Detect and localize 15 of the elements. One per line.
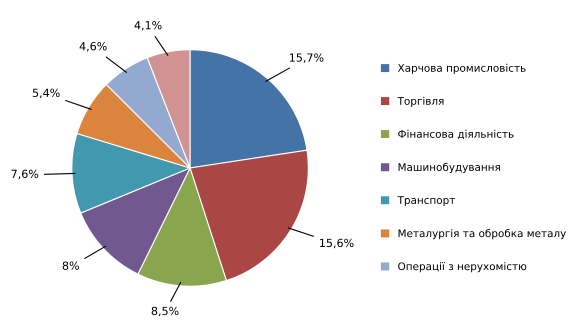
data-label: 4,1% xyxy=(134,21,162,31)
data-label: 8% xyxy=(62,261,79,270)
data-label: 8,5% xyxy=(152,306,179,316)
data-label: 5,4% xyxy=(32,88,60,98)
legend-label: Торгівля xyxy=(398,96,444,107)
legend-label: Харчова промисловість xyxy=(398,64,526,74)
data-label: 4,6% xyxy=(80,42,107,52)
data-label: 7,6% xyxy=(12,170,38,180)
legend-label: Фінансова діяльність xyxy=(398,130,514,140)
data-label: 15,6% xyxy=(320,238,354,248)
legend-label: Транспорт xyxy=(398,196,456,206)
legend-label: Машинобудування xyxy=(398,162,500,174)
legend-label: Металургія та обробка металу xyxy=(398,228,566,240)
data-label: 15,7% xyxy=(290,53,324,63)
legend-label: Операції з нерухомістю xyxy=(398,262,526,272)
